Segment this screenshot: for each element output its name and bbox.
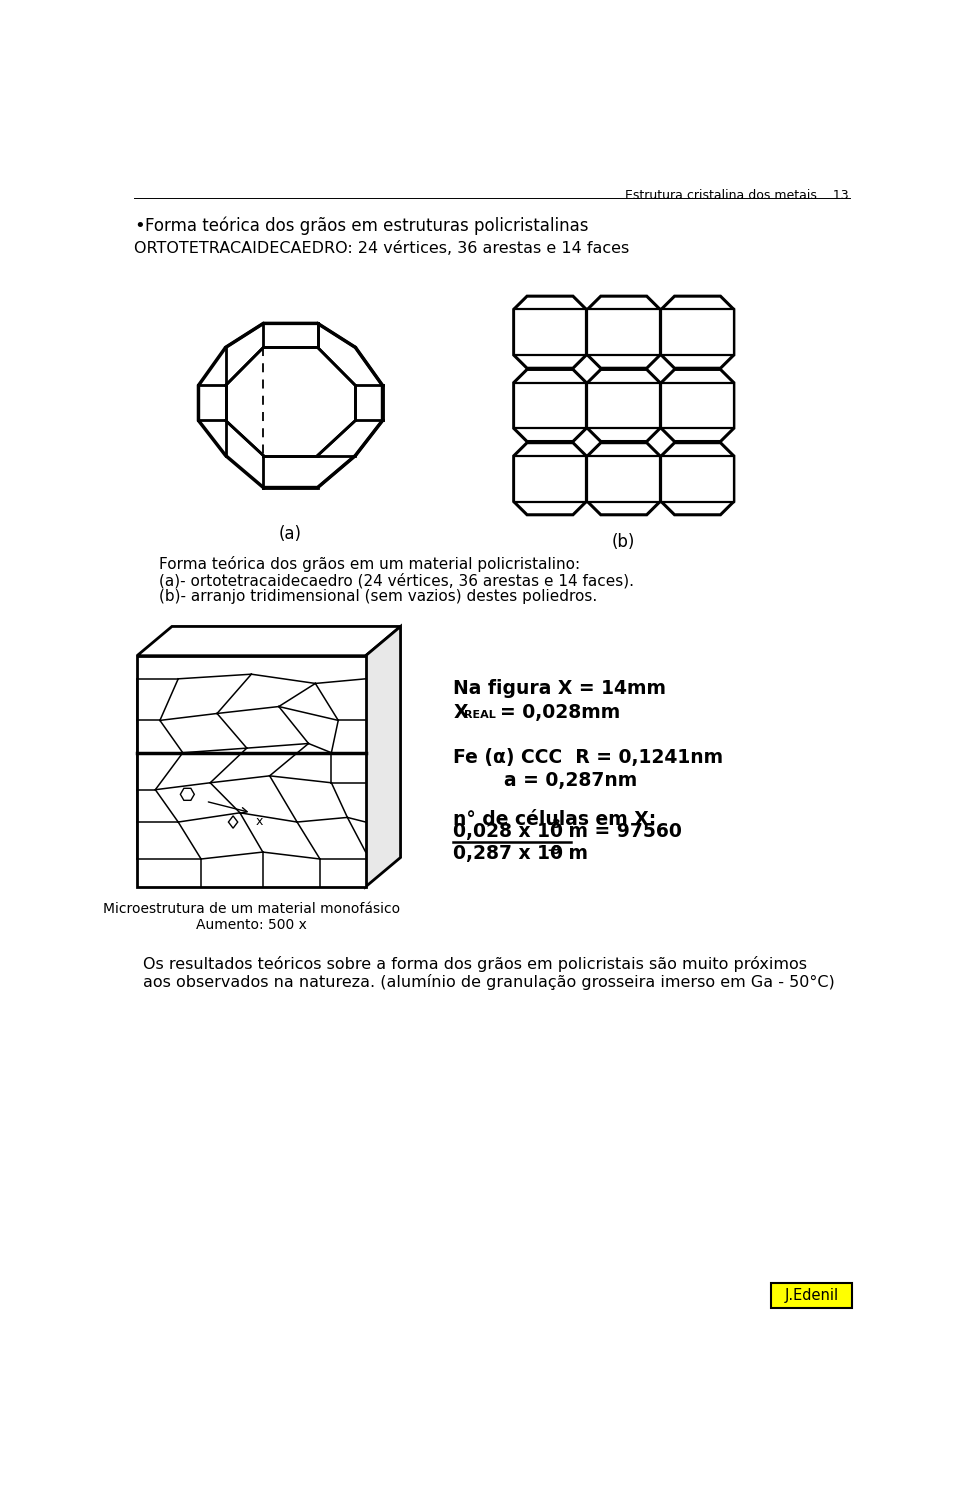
Text: X: X (453, 703, 468, 722)
Polygon shape (588, 309, 660, 355)
Text: Microestrutura de um material monofásico: Microestrutura de um material monofásico (103, 902, 400, 917)
Polygon shape (366, 627, 400, 887)
Polygon shape (588, 383, 660, 428)
Polygon shape (514, 383, 587, 428)
Text: aos observados na natureza. (alumínio de granulação grosseira imerso em Ga - 50°: aos observados na natureza. (alumínio de… (143, 975, 835, 991)
Text: (a): (a) (279, 525, 302, 542)
Polygon shape (514, 370, 587, 441)
Polygon shape (661, 370, 733, 441)
Polygon shape (588, 443, 660, 514)
Polygon shape (514, 309, 587, 355)
Polygon shape (588, 296, 660, 369)
Polygon shape (514, 443, 587, 514)
Polygon shape (137, 655, 366, 887)
Text: (b)- arranjo tridimensional (sem vazios) destes poliedros.: (b)- arranjo tridimensional (sem vazios)… (158, 590, 597, 605)
Polygon shape (137, 627, 400, 655)
Text: x: x (255, 816, 263, 828)
Polygon shape (588, 370, 660, 441)
Text: n° de células em X:: n° de células em X: (453, 810, 657, 829)
Text: Forma teórica dos grãos em estruturas policristalinas: Forma teórica dos grãos em estruturas po… (145, 217, 588, 235)
Text: -3: -3 (548, 819, 562, 831)
Text: ORTOTETRACAIDECAEDRO: 24 vértices, 36 arestas e 14 faces: ORTOTETRACAIDECAEDRO: 24 vértices, 36 ar… (134, 241, 629, 257)
Text: 0,028 x 10: 0,028 x 10 (453, 822, 564, 841)
Text: Na figura X = 14mm: Na figura X = 14mm (453, 679, 666, 698)
Polygon shape (661, 296, 733, 369)
Polygon shape (588, 456, 660, 502)
Text: REAL: REAL (464, 710, 496, 719)
Text: (b): (b) (612, 532, 636, 550)
Polygon shape (514, 456, 587, 502)
Polygon shape (514, 296, 587, 369)
Text: •: • (134, 217, 145, 235)
Text: Fe (α) CCC  R = 0,1241nm: Fe (α) CCC R = 0,1241nm (453, 747, 724, 767)
Text: m = 97560: m = 97560 (562, 822, 682, 841)
Text: = 0,028mm: = 0,028mm (500, 703, 620, 722)
Text: m: m (562, 844, 588, 863)
FancyBboxPatch shape (771, 1284, 852, 1308)
Text: -9: -9 (548, 844, 562, 857)
Text: (a)- ortotetracaidecaedro (24 vértices, 36 arestas e 14 faces).: (a)- ortotetracaidecaedro (24 vértices, … (158, 572, 634, 588)
Text: J.Edenil: J.Edenil (784, 1288, 839, 1303)
Text: Estrutura cristalina dos metais    13: Estrutura cristalina dos metais 13 (625, 189, 849, 202)
Polygon shape (661, 456, 733, 502)
Text: Forma teórica dos grãos em um material policristalino:: Forma teórica dos grãos em um material p… (158, 556, 580, 572)
Text: Aumento: 500 x: Aumento: 500 x (196, 917, 307, 932)
Polygon shape (661, 309, 733, 355)
Polygon shape (661, 443, 733, 514)
Polygon shape (661, 383, 733, 428)
Text: a = 0,287nm: a = 0,287nm (504, 771, 636, 791)
Text: 0,287 x 10: 0,287 x 10 (453, 844, 564, 863)
Text: Os resultados teóricos sobre a forma dos grãos em policristais são muito próximo: Os resultados teóricos sobre a forma dos… (143, 955, 807, 972)
